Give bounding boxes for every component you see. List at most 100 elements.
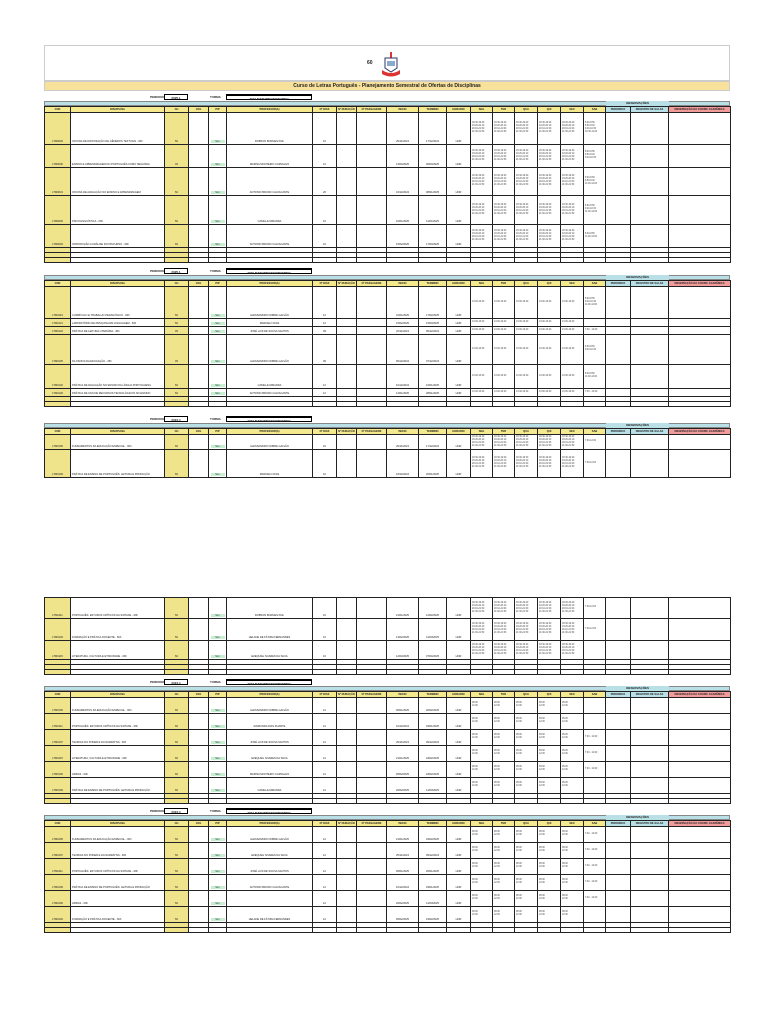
pip-cell[interactable]: Sim [208, 286, 227, 319]
dias-cell[interactable]: 12 [312, 890, 337, 907]
schedule-cell[interactable]: 18:30-19:20 19:20-20:10 20:10-21:00 21:0… [537, 640, 561, 660]
periodico-cell[interactable] [605, 713, 631, 730]
duracao-cell[interactable] [336, 167, 357, 196]
empty-cell[interactable] [583, 927, 606, 933]
coord-obs-cell[interactable] [668, 112, 731, 145]
cod-cell[interactable] [44, 401, 71, 407]
disciplina-cell[interactable]: FORMAÇÃO E PRÁTICA DOCENTE - 60h [70, 618, 165, 641]
empty-cell[interactable] [514, 927, 538, 933]
ch-cell[interactable]: 60 [164, 388, 189, 397]
periodico-cell[interactable] [605, 334, 631, 365]
schedule-cell[interactable]: 08:00 12:00 [470, 874, 493, 891]
empty-cell[interactable] [336, 798, 357, 804]
empty-cell[interactable] [418, 401, 447, 407]
inicio-cell[interactable]: 31/01/2025 [386, 286, 419, 319]
cod-cell[interactable]: LTM0125 [44, 334, 71, 365]
schedule-cell[interactable]: 18:30-19:20 19:20-20:10 20:10-21:00 21:0… [470, 167, 493, 196]
period-value[interactable]: 2024.4 [164, 416, 188, 422]
schedule-cell[interactable]: 18:30-19:20 19:20-20:10 20:10-21:00 21:0… [537, 618, 561, 641]
termino-cell[interactable]: 17/02/2025 [418, 286, 447, 319]
vag-cell[interactable] [188, 874, 209, 891]
horario-cell[interactable]: HOR [446, 729, 471, 746]
ch-cell[interactable]: 60 [164, 729, 189, 746]
schedule-cell[interactable]: 18:30-19:20 19:20-20:10 20:10-21:00 21:0… [537, 597, 561, 619]
turma-value[interactable]: 2023 MATUTINO/VESPERTINO [226, 679, 312, 686]
schedule-cell[interactable]: 08:00 12:00 [560, 729, 584, 746]
horario-cell[interactable]: HOR [446, 144, 471, 168]
dias-cell[interactable]: 12 [312, 874, 337, 891]
professor-cell[interactable]: EZEQUIEL SOARES DA SILVA [226, 842, 313, 859]
schedule-cell[interactable]: 18:30-19:20 19:20-20:10 20:10-21:00 21:0… [514, 112, 538, 145]
disciplina-cell[interactable]: ENSINO E APRENDIZAGEM DO PORTUGUÊS COMO … [70, 144, 165, 168]
schedule-cell[interactable]: 08:00 12:00 [514, 697, 538, 714]
sab-cell[interactable]: 7:00 - 12:00 [583, 890, 606, 907]
disciplina-cell[interactable]: PRÁTICA DE USO DE RECURSOS TECNOLÓGICOS … [70, 388, 165, 397]
schedule-cell[interactable]: 18:30-19:20 19:20-20:10 20:10-21:00 21:0… [560, 449, 584, 478]
schedule-cell[interactable]: 13:00-16:20 [492, 364, 515, 389]
schedule-cell[interactable]: 08:00 12:00 [492, 874, 515, 891]
schedule-cell[interactable]: 18:30-19:20 19:20-20:10 20:10-21:00 21:0… [470, 640, 493, 660]
ch-cell[interactable]: 60 [164, 112, 189, 145]
schedule-cell[interactable]: 08:00 12:00 [560, 761, 584, 778]
pip-cell[interactable]: Sim [208, 224, 227, 248]
empty-cell[interactable] [356, 927, 387, 933]
vag-cell[interactable] [188, 890, 209, 907]
inicio-cell[interactable]: 14/01/2025 [386, 388, 419, 397]
duracao-cell[interactable] [336, 890, 357, 907]
periodico-cell[interactable] [605, 826, 631, 843]
empty-cell[interactable] [208, 798, 227, 804]
professor-cell[interactable]: ANTONIO BRUNO CALVACANTE [226, 388, 313, 397]
schedule-cell[interactable]: 18:30-19:20 19:20-20:10 20:10-21:00 21:0… [560, 224, 584, 248]
schedule-cell[interactable]: 18:30-19:20 19:20-20:10 20:10-21:00 21:0… [492, 449, 515, 478]
cod-cell[interactable] [44, 669, 71, 675]
cod-cell[interactable]: LTM0124 [44, 326, 71, 335]
pip-cell[interactable]: Sim [208, 364, 227, 389]
empty-cell[interactable] [537, 257, 561, 263]
schedule-cell[interactable]: 08:00 12:00 [492, 729, 515, 746]
horario-cell[interactable]: HOR [446, 906, 471, 923]
termino-cell[interactable]: 03/01/2025 [418, 713, 447, 730]
cod-cell[interactable] [44, 257, 71, 263]
sab-cell[interactable]: 8:00-8:50 9:40-10:30 11:00-12:00 [583, 286, 606, 319]
vag-cell[interactable] [188, 167, 209, 196]
schedule-cell[interactable]: 08:00 12:00 [560, 906, 584, 923]
schedule-cell[interactable]: 08:00 12:00 [537, 777, 561, 794]
empty-cell[interactable] [446, 798, 471, 804]
schedule-cell[interactable]: 08:00 12:00 [537, 874, 561, 891]
empty-cell[interactable] [583, 798, 606, 804]
coord-obs-cell[interactable] [668, 697, 731, 714]
coord-obs-cell[interactable] [668, 318, 731, 327]
disciplina-cell[interactable]: TEORIAS DO PODER E DA NARRATIVA - 60h [70, 729, 165, 746]
cod-cell[interactable]: LTM0109 [44, 449, 71, 478]
registro-cell[interactable] [630, 745, 669, 762]
disciplina-cell[interactable]: PORTUGUÊS: ESTUDOS CRÍTICOS DA SINTAXE -… [70, 858, 165, 875]
dias-cell[interactable]: 12 [312, 777, 337, 794]
passagens-cell[interactable] [356, 286, 387, 319]
periodico-cell[interactable] [605, 364, 631, 389]
termino-cell[interactable]: 05/12/2024 [418, 326, 447, 335]
duracao-cell[interactable] [336, 286, 357, 319]
schedule-cell[interactable]: 13:00-16:20 [560, 326, 584, 335]
disciplina-cell[interactable]: FUNDAMENTOS DA EDUCAÇÃO ESPECIAL - 60h [70, 434, 165, 450]
registro-cell[interactable] [630, 144, 669, 168]
duracao-cell[interactable] [336, 640, 357, 660]
inicio-cell[interactable]: 12/03/2025 [386, 640, 419, 660]
empty-cell[interactable] [514, 669, 538, 675]
ch-cell[interactable] [164, 798, 189, 804]
sab-cell[interactable] [583, 318, 606, 327]
horario-cell[interactable]: HOR [446, 777, 471, 794]
duracao-cell[interactable] [336, 334, 357, 365]
schedule-cell[interactable]: 18:30-19:20 19:20-20:10 20:10-21:00 21:0… [514, 195, 538, 225]
disciplina-cell[interactable]: PORTUGUÊS: ESTUDOS CRÍTICOS DA SINTAXE -… [70, 713, 165, 730]
empty-cell[interactable] [418, 669, 447, 675]
passagens-cell[interactable] [356, 364, 387, 389]
schedule-cell[interactable]: 08:00 12:00 [492, 858, 515, 875]
schedule-cell[interactable]: 13:00-16:20 [470, 318, 493, 327]
empty-cell[interactable] [630, 927, 669, 933]
duracao-cell[interactable] [336, 144, 357, 168]
schedule-cell[interactable]: 08:00 12:00 [514, 761, 538, 778]
duracao-cell[interactable] [336, 906, 357, 923]
passagens-cell[interactable] [356, 745, 387, 762]
schedule-cell[interactable]: 18:30-19:20 19:20-20:10 20:10-21:00 21:0… [514, 640, 538, 660]
passagens-cell[interactable] [356, 112, 387, 145]
